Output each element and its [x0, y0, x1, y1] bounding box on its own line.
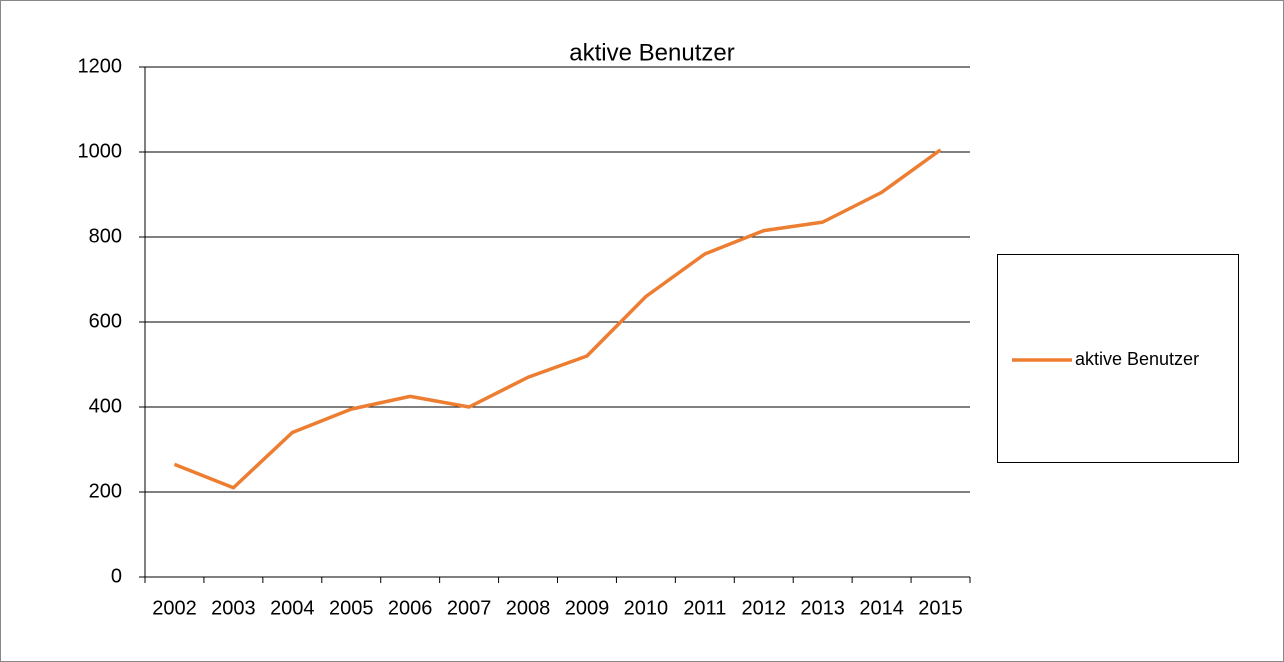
x-tick-label: 2009: [565, 597, 610, 619]
data-line: [173, 148, 942, 490]
x-tick-label: 2008: [506, 597, 551, 619]
x-tick-label: 2003: [211, 597, 256, 619]
x-tick-label: 2007: [447, 597, 492, 619]
x-tick-label: 2010: [624, 597, 669, 619]
x-tick-label: 2002: [152, 597, 197, 619]
x-tick-label: 2011: [683, 597, 726, 619]
x-tick-label: 2004: [270, 597, 315, 619]
x-tick-label: 2015: [918, 597, 963, 619]
x-tick-label: 2014: [859, 597, 904, 619]
x-tick-label: 2013: [800, 597, 845, 619]
y-tick-label: 1200: [78, 55, 123, 77]
y-tick-label: 600: [89, 310, 122, 332]
y-tick-label: 200: [89, 480, 122, 502]
chart-title: aktive Benutzer: [569, 39, 734, 66]
y-tick-label: 400: [89, 395, 122, 417]
legend-label: aktive Benutzer: [1075, 349, 1199, 369]
y-tick-label: 1000: [78, 140, 123, 162]
x-tick-label: 2012: [742, 597, 787, 619]
y-tick-label: 0: [111, 565, 122, 587]
x-tick-label: 2006: [388, 597, 433, 619]
y-tick-label: 800: [89, 225, 122, 247]
x-tick-label: 2005: [329, 597, 374, 619]
